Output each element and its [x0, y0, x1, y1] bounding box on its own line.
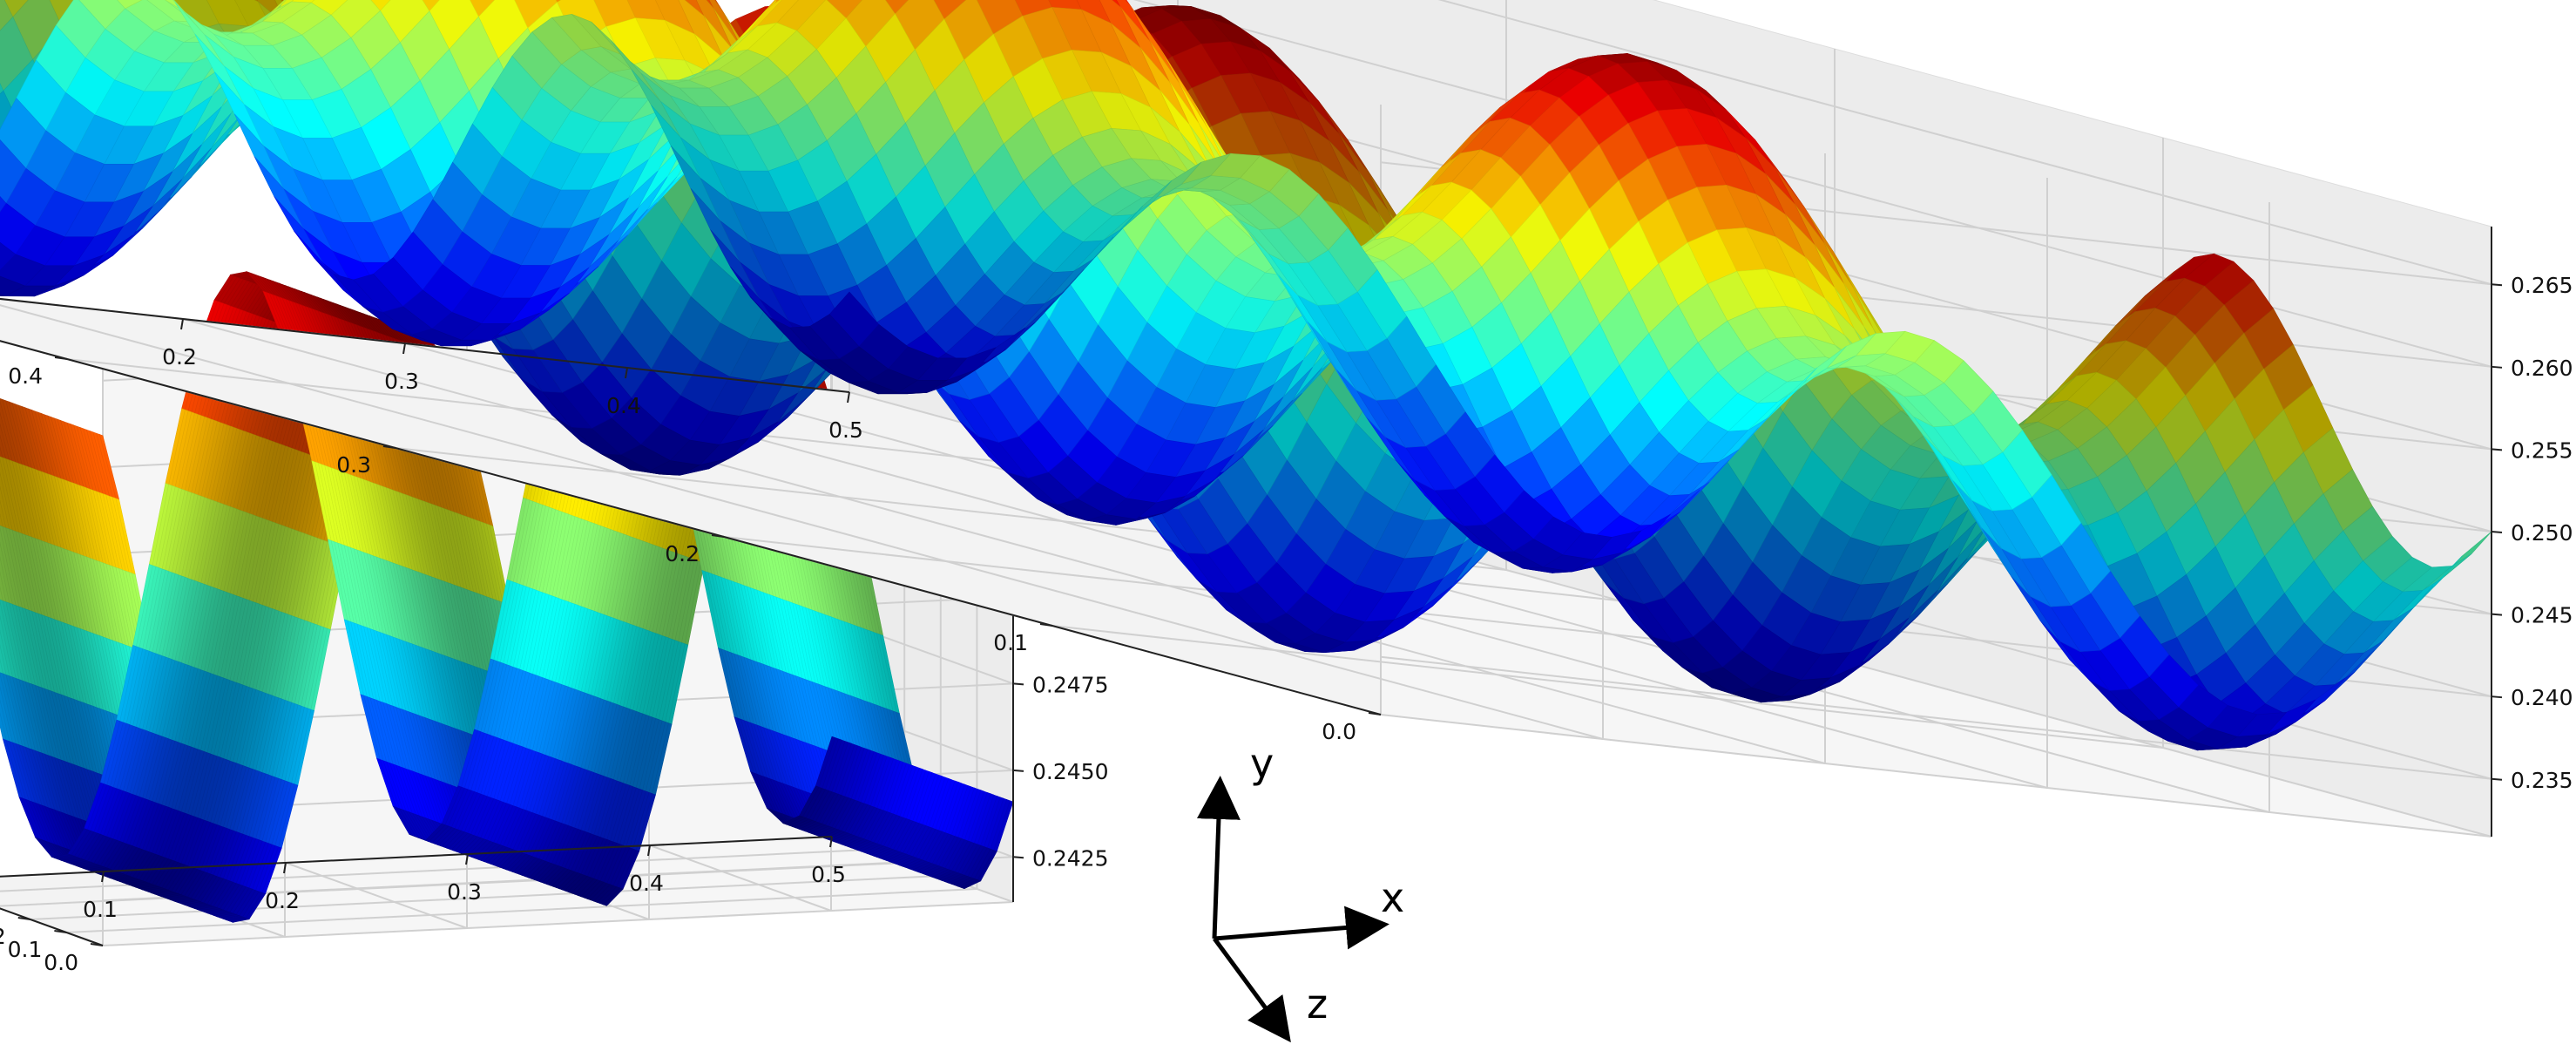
- depth-tick-mark: [54, 930, 67, 933]
- grid-line: [66, 888, 977, 933]
- x-tick-mark: [283, 862, 287, 874]
- z-tick-mark: [1012, 856, 1024, 859]
- x-tick-label: 0.5: [811, 862, 846, 887]
- x-tick-label: 0.4: [629, 871, 664, 896]
- depth-tick-mark: [17, 917, 30, 920]
- x-tick-mark: [101, 871, 105, 883]
- right-surface-plot: 0.00.10.20.30.40.50.00.10.20.30.40.50.23…: [0, 0, 2573, 838]
- depth-tick-label: 0.0: [44, 950, 78, 975]
- z-tick-mark: [1012, 769, 1024, 772]
- surface-mesh: [0, 0, 2492, 751]
- x-tick-mark: [829, 836, 833, 848]
- x-tick-label: 0.3: [447, 879, 482, 905]
- x-tick-label: 0.1: [83, 897, 118, 922]
- grid-line: [1051, 625, 2164, 749]
- grid-line: [1437, 0, 2492, 286]
- depth-tick-label: 0.1: [8, 937, 43, 962]
- grid-line: [1380, 714, 2492, 838]
- surface-facet: [0, 513, 3, 527]
- depth-axis-line: [0, 907, 104, 946]
- x-tick-label: 0.2: [265, 888, 300, 913]
- x-axis-line: [0, 836, 833, 878]
- surface-facet: [0, 586, 3, 601]
- surface-facet: [424, 823, 446, 842]
- z-tick-label: 0.2425: [1032, 845, 1108, 871]
- grid-line: [0, 304, 1604, 740]
- x-tick-mark: [465, 853, 469, 865]
- z-tick-label: 0.2450: [1032, 759, 1108, 784]
- surface-facet: [782, 815, 804, 825]
- z-tick-label: 0.2475: [1032, 672, 1108, 697]
- depth-tick-mark: [90, 943, 104, 946]
- surface-facet: [51, 853, 72, 858]
- grid-line: [0, 849, 869, 892]
- grid-line: [102, 901, 1014, 946]
- depth-tick-label: 0.2: [0, 924, 6, 949]
- z-tick-mark: [1012, 682, 1024, 686]
- grid-line: [1380, 655, 2492, 780]
- grid-line: [30, 875, 941, 920]
- x-tick-mark: [647, 844, 651, 857]
- grid-line: [649, 844, 832, 912]
- surface-facet: [0, 658, 3, 675]
- grid-line: [182, 318, 1826, 764]
- surface-facet: [0, 446, 3, 458]
- grid-line: [285, 862, 468, 929]
